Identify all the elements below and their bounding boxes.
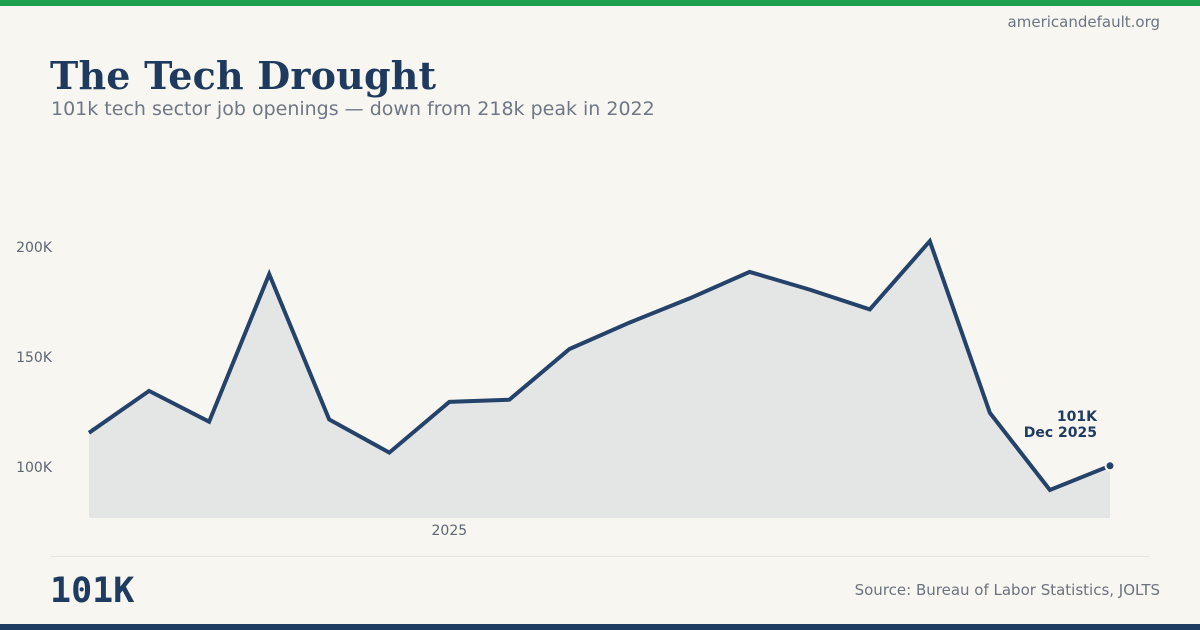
series-line bbox=[87, 237, 1111, 493]
series-area-fill bbox=[89, 241, 1110, 518]
site-name: americandefault.org bbox=[1007, 13, 1160, 31]
y-axis-tick-200k: 200K bbox=[16, 239, 52, 256]
footer-divider bbox=[50, 556, 1150, 557]
page-title: The Tech Drought bbox=[50, 53, 437, 98]
y-axis-tick-150k: 150K bbox=[16, 349, 52, 366]
last-point-dot bbox=[1104, 460, 1116, 472]
y-axis-tick-100k: 100K bbox=[16, 460, 52, 476]
x-axis-tick-2025: 2025 bbox=[431, 523, 468, 539]
last-point-annotation: 101K Dec 2025 bbox=[1024, 409, 1097, 441]
annotation-date: Dec 2025 bbox=[1023, 425, 1097, 441]
footer-big-value: 101K bbox=[50, 571, 135, 611]
top-accent-bar bbox=[0, 0, 1200, 6]
source-credit: Source: Bureau of Labor Statistics, JOLT… bbox=[854, 581, 1160, 599]
bottom-accent-bar bbox=[0, 624, 1200, 630]
annotation-value: 101K bbox=[1056, 409, 1097, 425]
page-subtitle: 101k tech sector job openings — down fro… bbox=[51, 98, 655, 120]
